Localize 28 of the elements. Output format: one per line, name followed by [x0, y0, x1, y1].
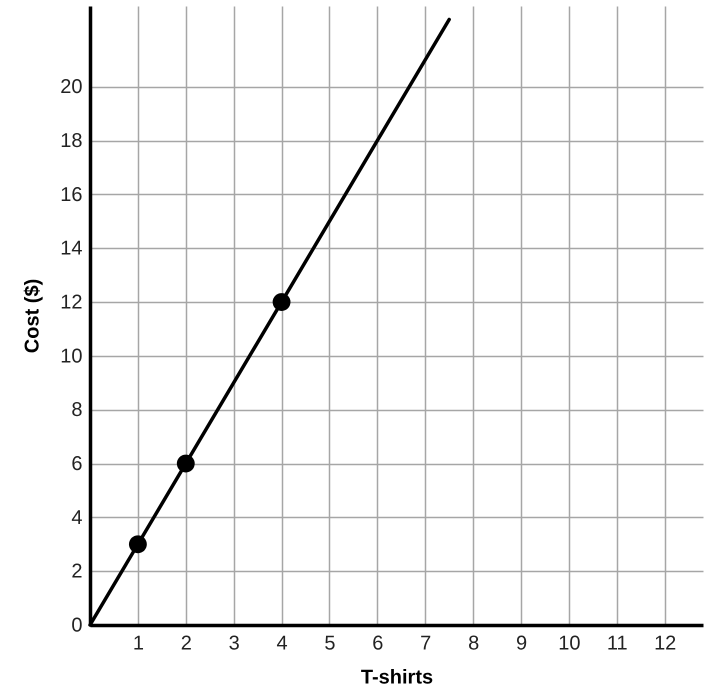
x-tick-label: 2 — [180, 632, 192, 654]
x-tick-label: 3 — [228, 632, 240, 654]
y-tick-label: 20 — [60, 76, 82, 98]
x-tick-label: 10 — [558, 632, 581, 654]
y-tick-label: 0 — [71, 614, 82, 636]
x-tick-label: 1 — [132, 632, 144, 654]
y-tick-label: 18 — [60, 130, 82, 152]
x-tick-label: 6 — [372, 632, 384, 654]
y-tick-label: 12 — [60, 292, 82, 314]
x-tick-label: 4 — [276, 632, 288, 654]
y-tick-label: 4 — [71, 506, 82, 529]
x-tick-label: 9 — [516, 632, 528, 654]
point — [272, 293, 291, 311]
x-axis-title: T-shirts — [360, 666, 434, 688]
y-tick-label: 8 — [71, 399, 82, 422]
y-tick-label: 14 — [60, 238, 82, 260]
y-tick-label: 6 — [71, 453, 82, 476]
y-tick-label: 2 — [71, 560, 82, 583]
y-tick-label: 10 — [60, 345, 82, 368]
x-tick-label: 7 — [420, 632, 432, 654]
x-tick-label: 12 — [654, 632, 676, 654]
point — [128, 535, 147, 554]
y-tick-label: 16 — [60, 184, 82, 206]
y-axis-title: Cost ($) — [21, 278, 44, 354]
point — [176, 454, 195, 472]
x-tick-label: 11 — [606, 632, 628, 654]
x-tick-label: 5 — [324, 632, 336, 654]
x-tick-label: 8 — [468, 632, 480, 654]
